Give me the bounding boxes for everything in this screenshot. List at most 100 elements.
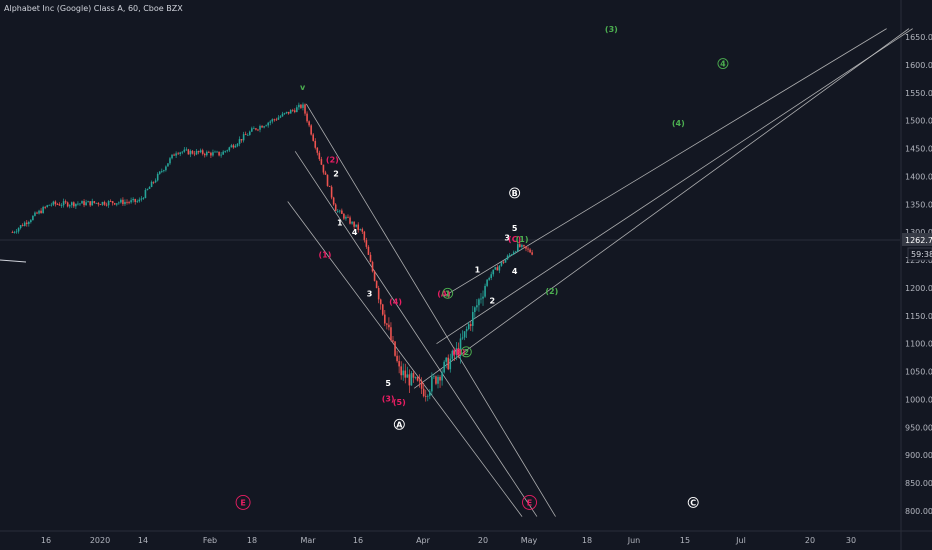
candle-body (408, 374, 411, 386)
price-axis: 800.00 850.00 900.00 950.00 1000.00 1050.00 11… (905, 33, 932, 516)
time-tick-label: 18 (582, 536, 592, 545)
candle-body (426, 395, 429, 397)
candle-body (400, 366, 402, 376)
countdown-label: 59:38 (911, 250, 932, 259)
candle-body (273, 119, 276, 121)
candle-body (32, 215, 34, 221)
candle-body (461, 337, 464, 339)
wave-label: B (512, 189, 518, 198)
candle-body (197, 150, 200, 153)
candle-body (246, 134, 249, 136)
candle-body (107, 201, 110, 206)
candle-body (353, 221, 355, 227)
candle-body (251, 128, 253, 132)
candle-body (334, 204, 337, 211)
wave-label: 4 (512, 267, 518, 276)
candle-body (451, 350, 454, 359)
candle-body (439, 376, 441, 381)
wave-label: 1 (445, 289, 451, 298)
candle-body (132, 198, 134, 201)
wave-label: 1 (337, 218, 343, 227)
wave-label: (5) (393, 398, 406, 407)
candle-body (384, 314, 386, 324)
candle-body (441, 372, 443, 381)
time-tick-label: 14 (138, 536, 148, 545)
candle-body (68, 205, 71, 207)
time-tick-label: 20 (478, 536, 488, 545)
candle-body (236, 143, 239, 146)
candle-body (300, 104, 302, 108)
candle-body (46, 205, 49, 208)
wave-label-circle (442, 287, 454, 299)
candle-body (263, 126, 265, 128)
wave-label: v (300, 83, 306, 92)
candle-body (148, 187, 151, 189)
candle-body (259, 126, 261, 130)
candle-body (17, 228, 20, 232)
candle-body (369, 254, 372, 262)
candle-body (62, 201, 65, 206)
candle-body (488, 278, 490, 280)
candle-body (498, 265, 501, 271)
candle-body (54, 201, 57, 205)
candle-body (220, 154, 222, 156)
candle-body (40, 210, 42, 214)
candle-body (185, 149, 188, 151)
wave-label: 5 (385, 379, 391, 388)
candle-body (113, 203, 116, 205)
candle-body (529, 249, 531, 253)
wave-label: (B) (452, 348, 465, 357)
candle-body (248, 131, 251, 135)
candle-body (208, 151, 210, 153)
channel-line (294, 151, 538, 517)
candle-body (453, 350, 456, 355)
candle-body (484, 285, 486, 297)
wave-label-circle (687, 496, 699, 508)
time-tick-label: 2020 (90, 536, 110, 545)
candle-body (146, 188, 149, 190)
wave-label-circle (522, 494, 537, 510)
candle-body (156, 173, 159, 181)
candle-body (222, 151, 224, 155)
candle-body (414, 377, 417, 378)
candle-body (289, 110, 292, 114)
candle-body (36, 212, 38, 214)
candle-body (89, 201, 91, 206)
wave-label: (4) (672, 119, 685, 128)
wave-label: C (690, 498, 696, 507)
candle-body (234, 145, 237, 148)
candle-body (179, 152, 182, 155)
candle-body (228, 147, 231, 151)
candle-body (206, 151, 208, 156)
candle-body (275, 119, 278, 121)
candle-body (517, 244, 519, 252)
candle-body (422, 388, 425, 397)
wave-label: (3) (382, 395, 395, 404)
candle-body (193, 153, 196, 155)
time-tick-label: 30 (846, 536, 856, 545)
candle-body (363, 231, 366, 241)
candle-body (187, 149, 190, 155)
candle-body (199, 150, 202, 153)
candle-body (214, 151, 216, 153)
wave-label: (1) (318, 250, 331, 259)
candle-body (226, 150, 229, 152)
candle-body (365, 240, 368, 247)
candle-body (140, 198, 143, 200)
candle-body (471, 312, 474, 326)
candle-body (402, 370, 405, 376)
candle-body (150, 181, 153, 188)
candle-body (398, 361, 400, 367)
price-tick-label: 1250.00 (905, 256, 932, 265)
wave-label: (2) (545, 287, 558, 296)
candle-body (304, 104, 306, 114)
channel-line (287, 201, 523, 517)
candle-body (519, 244, 521, 247)
candle-body (531, 252, 533, 255)
candle-body (449, 358, 452, 370)
candle-body (42, 207, 44, 214)
candle-body (173, 154, 175, 156)
candle-body (118, 202, 120, 204)
wave-label-circle (393, 418, 405, 430)
